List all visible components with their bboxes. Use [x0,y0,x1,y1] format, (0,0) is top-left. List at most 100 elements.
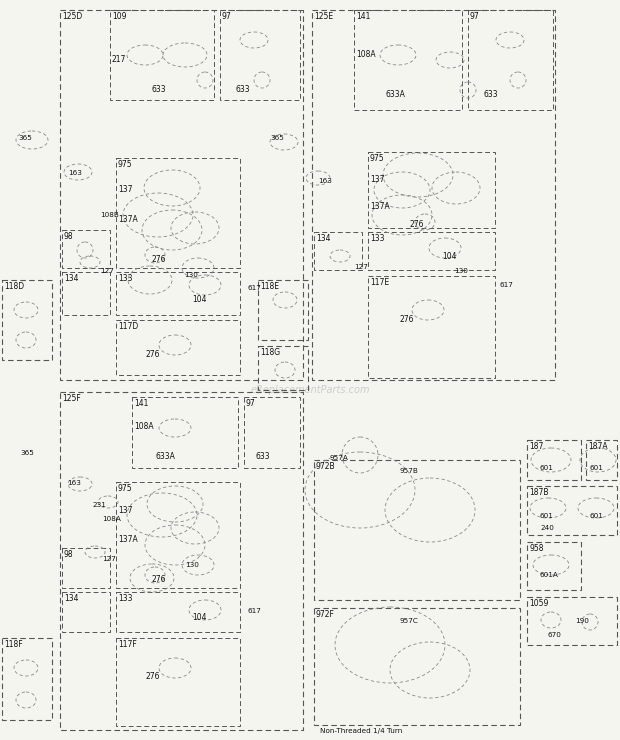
Text: 601: 601 [590,465,604,471]
Text: 108A: 108A [102,516,121,522]
Text: 187A: 187A [588,442,608,451]
Text: 957B: 957B [400,468,419,474]
Text: 975: 975 [118,160,133,169]
Text: 633: 633 [152,85,167,94]
Bar [110,10,214,100]
Bar [314,460,520,600]
Text: 163: 163 [67,480,81,486]
Bar [60,10,303,380]
Text: 108A: 108A [356,50,376,59]
Text: 118E: 118E [260,282,279,291]
Text: 133: 133 [118,594,133,603]
Bar [116,272,240,315]
Bar [116,158,240,268]
Bar [62,592,110,632]
Text: 163: 163 [68,170,82,176]
Text: 137A: 137A [370,202,390,211]
Bar [60,392,303,730]
Text: Non-Threaded 1/4 Turn: Non-Threaded 1/4 Turn [320,728,402,734]
Text: 141: 141 [356,12,370,21]
Text: 134: 134 [64,274,79,283]
Bar [468,10,553,110]
Bar [314,232,362,270]
Text: 231: 231 [92,502,106,508]
Text: 130: 130 [185,562,199,568]
Text: 276: 276 [145,672,159,681]
Text: 127: 127 [354,264,368,270]
Text: 187: 187 [529,442,543,451]
Text: 130: 130 [184,272,198,278]
Bar [314,608,520,725]
Text: 276: 276 [410,220,425,229]
Text: 1059: 1059 [529,599,548,608]
Bar [116,592,240,632]
Text: 127: 127 [100,268,114,274]
Text: 633: 633 [483,90,498,99]
Text: 97: 97 [222,12,232,21]
Text: 133: 133 [118,274,133,283]
Text: 972F: 972F [316,610,335,619]
Bar [116,320,240,375]
Bar [527,486,617,535]
Text: 365: 365 [20,450,34,456]
Text: 108A: 108A [134,422,154,431]
Text: 617: 617 [248,608,262,614]
Text: 957A: 957A [330,455,349,461]
Bar [244,397,300,468]
Text: 217: 217 [112,55,126,64]
Text: 117D: 117D [118,322,138,331]
Text: 133: 133 [370,234,384,243]
Text: 633A: 633A [385,90,405,99]
Bar [312,10,555,380]
Text: 134: 134 [64,594,79,603]
Bar [368,232,495,270]
Text: 601: 601 [590,513,604,519]
Text: 127: 127 [102,556,116,562]
Text: 130: 130 [454,268,468,274]
Text: 104: 104 [192,295,206,304]
Text: 108B: 108B [100,212,119,218]
Bar [527,440,581,480]
Bar [354,10,462,110]
Text: 97: 97 [246,399,255,408]
Text: 633: 633 [255,452,270,461]
Text: 137: 137 [118,185,133,194]
Text: 972B: 972B [316,462,335,471]
Text: 190: 190 [575,618,589,624]
Text: 601A: 601A [540,572,559,578]
Bar [2,638,52,720]
Text: 137A: 137A [118,215,138,224]
Text: 670: 670 [548,632,562,638]
Bar [62,230,110,268]
Text: 601: 601 [540,465,554,471]
Bar [258,346,308,390]
Text: 98: 98 [64,550,74,559]
Text: 137: 137 [370,175,384,184]
Text: 240: 240 [540,525,554,531]
Bar [586,440,617,480]
Text: 975: 975 [118,484,133,493]
Bar [132,397,238,468]
Text: 617: 617 [248,285,262,291]
Bar [62,548,110,588]
Text: 118F: 118F [4,640,22,649]
Bar [368,152,495,228]
Text: 276: 276 [145,350,159,359]
Bar [2,280,52,360]
Text: 97: 97 [470,12,480,21]
Bar [258,280,308,340]
Bar [368,276,495,378]
Text: eReplacementParts.com: eReplacementParts.com [250,385,370,395]
Bar [116,638,240,726]
Text: 276: 276 [152,575,167,584]
Text: 365: 365 [270,135,284,141]
Bar [220,10,300,100]
Text: 117E: 117E [370,278,389,287]
Text: 276: 276 [400,315,415,324]
Text: 975: 975 [370,154,384,163]
Bar [527,597,617,645]
Text: 601: 601 [540,513,554,519]
Text: 109: 109 [112,12,126,21]
Text: 118G: 118G [260,348,280,357]
Text: 137: 137 [118,506,133,515]
